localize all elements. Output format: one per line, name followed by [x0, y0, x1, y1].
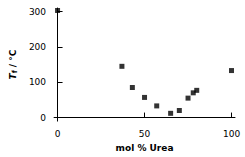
- svg-text:0: 0: [40, 113, 46, 123]
- svg-text:T: T: [7, 73, 18, 80]
- svg-text:200: 200: [29, 42, 46, 52]
- svg-text:mol % Urea: mol % Urea: [116, 143, 174, 153]
- svg-text:100: 100: [29, 77, 46, 87]
- svg-text:f: f: [10, 70, 19, 74]
- svg-text:100: 100: [223, 129, 240, 139]
- svg-text:/ °C: / °C: [8, 49, 18, 70]
- svg-text:300: 300: [29, 7, 46, 17]
- svg-text:50: 50: [139, 129, 151, 139]
- svg-text:0: 0: [55, 129, 61, 139]
